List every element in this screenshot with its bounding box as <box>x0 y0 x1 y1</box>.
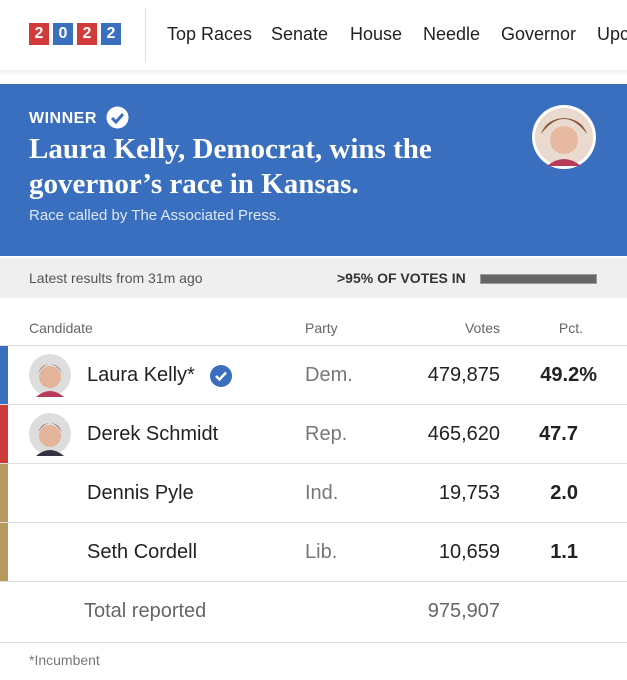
logo-digit: 2 <box>101 23 121 45</box>
candidate-name: Seth Cordell <box>87 541 198 563</box>
nav-item[interactable]: Senate <box>271 24 329 44</box>
party-strip <box>0 464 8 523</box>
party: Ind. <box>305 482 339 504</box>
percent: 47.7 <box>539 423 578 445</box>
total-label: Total reported <box>84 600 207 622</box>
check-icon <box>106 106 129 129</box>
subtitle: Race called by The Associated Press. <box>29 207 281 224</box>
party-strip <box>0 405 8 464</box>
nav-item[interactable]: Needle <box>423 24 481 44</box>
column-header: Candidate <box>29 320 93 336</box>
votes: 10,659 <box>438 541 500 563</box>
banner: WINNER Laura Kelly, Democrat, wins the g… <box>0 84 627 256</box>
candidate-photo <box>29 354 71 397</box>
winner-label: WINNER <box>29 110 97 127</box>
candidate-row: Derek Schmidt Rep. 465,620 47.7 <box>0 404 627 464</box>
percent: 1.1 <box>550 541 578 563</box>
party-strip <box>0 523 8 582</box>
logo-digit: 2 <box>29 23 49 45</box>
divider <box>145 8 146 62</box>
percent: 49.2% <box>540 364 597 386</box>
footnote: *Incumbent <box>29 652 100 668</box>
nav-item[interactable]: House <box>350 24 403 44</box>
candidate-name: Derek Schmidt <box>87 423 219 445</box>
nav-item[interactable]: Governor <box>501 24 577 44</box>
logo-digit: 2 <box>77 23 97 45</box>
candidate-name: Laura Kelly* <box>87 364 195 386</box>
column-header: Party <box>305 320 338 336</box>
votes: 19,753 <box>438 482 500 504</box>
candidate-row: Dennis Pyle Ind. 19,753 2.0 <box>0 463 627 523</box>
shadow <box>0 70 627 76</box>
candidate-name: Dennis Pyle <box>87 482 194 504</box>
percent: 2.0 <box>550 482 578 504</box>
winner-photo <box>532 105 596 169</box>
total-row: Total reported 975,907 <box>0 581 627 643</box>
winner-check <box>210 365 232 387</box>
total-votes: 975,907 <box>427 600 500 622</box>
progress-bar <box>480 274 597 284</box>
updated: Latest results from 31m ago <box>29 270 203 286</box>
party-strip <box>0 346 8 405</box>
candidate-row: Seth Cordell Lib. 10,659 1.1 <box>0 522 627 582</box>
column-header: Pct. <box>558 320 583 336</box>
votes: 479,875 <box>427 364 500 386</box>
candidate-row: Laura Kelly* Dem. 479,875 49.2% <box>0 345 627 405</box>
party: Rep. <box>305 423 348 445</box>
headline: Laura Kelly, Democrat, wins the governor… <box>29 133 432 200</box>
party: Dem. <box>305 364 353 386</box>
nav-item[interactable]: Upc <box>597 24 627 44</box>
candidate-photo <box>29 413 71 456</box>
nav-item[interactable]: Top Races <box>167 24 253 44</box>
column-header: Votes <box>464 320 500 336</box>
votes: 465,620 <box>427 423 500 445</box>
status-bar: Latest results from 31m ago >95% OF VOTE… <box>0 258 627 298</box>
reporting: >95% OF VOTES IN <box>337 270 466 286</box>
party: Lib. <box>305 541 338 563</box>
logo-digit: 0 <box>53 23 73 45</box>
